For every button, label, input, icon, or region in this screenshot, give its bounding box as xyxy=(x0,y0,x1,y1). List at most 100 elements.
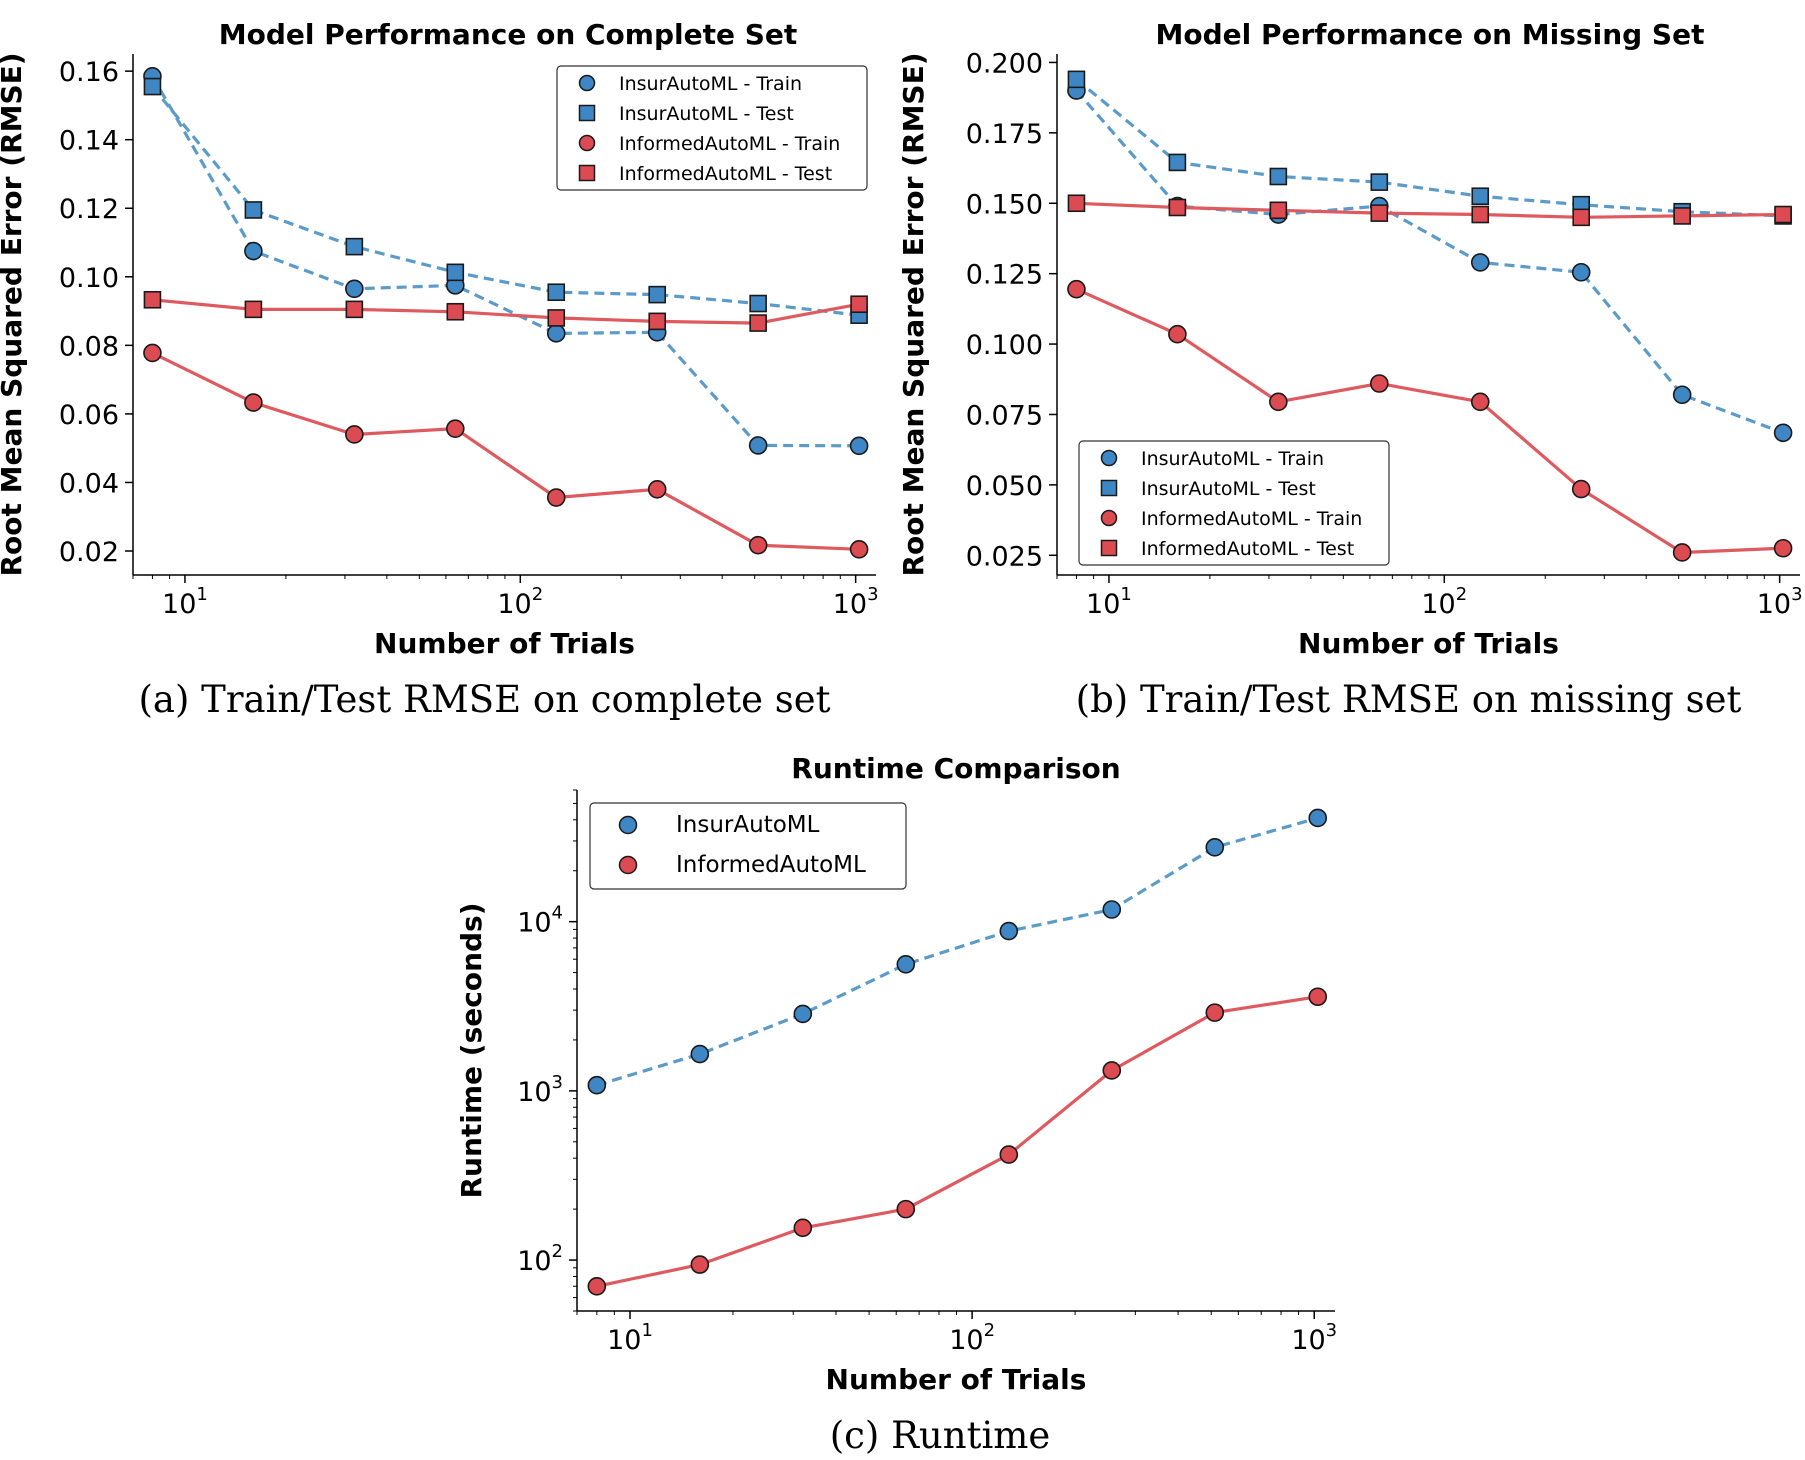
data-point xyxy=(1205,1003,1225,1022)
y-tick-label: 0.12 xyxy=(59,194,119,225)
data-point xyxy=(1672,543,1692,562)
x-tick-label-base: 10 xyxy=(1291,1325,1325,1356)
data-point xyxy=(1067,279,1086,299)
legend-marker xyxy=(618,815,638,835)
series-informedautoml-test xyxy=(143,290,868,332)
data-point xyxy=(1168,324,1187,344)
x-tick-label: 103 xyxy=(1291,1320,1337,1356)
series-line xyxy=(1076,201,1784,219)
x-tick-label-base: 10 xyxy=(162,589,196,620)
data-point xyxy=(748,535,768,555)
y-axis: 0.025 0.050 0.075 0.100 0.125 0.150 0.175 0.200 xyxy=(966,48,1057,572)
data-point xyxy=(1673,207,1691,225)
legend-marker xyxy=(578,104,596,122)
x-tick-label: 101 xyxy=(1086,584,1132,620)
series-line xyxy=(151,351,860,551)
data-point xyxy=(345,237,364,256)
data-point xyxy=(1571,479,1591,499)
y-axis-label: Runtime (seconds) xyxy=(455,902,488,1198)
y-tick-label: 0.125 xyxy=(966,260,1043,291)
x-axis-label: Number of Trials xyxy=(374,627,635,660)
y-tick-label: 0.200 xyxy=(966,48,1043,79)
x-tick-label-exp: 2 xyxy=(984,1320,995,1341)
data-point xyxy=(896,1199,916,1219)
data-point xyxy=(690,1044,710,1064)
data-point xyxy=(587,1276,607,1296)
data-point xyxy=(749,314,767,332)
data-point xyxy=(849,436,869,456)
data-point xyxy=(1572,208,1590,227)
data-point xyxy=(446,302,465,321)
series-insurautoml-test xyxy=(143,77,868,324)
legend-marker xyxy=(578,164,596,182)
data-point xyxy=(1369,374,1389,393)
y-tick-label: 0.150 xyxy=(966,189,1043,220)
series-line xyxy=(152,298,860,325)
data-point xyxy=(547,283,566,302)
y-tick-label-base: 10 xyxy=(517,1246,551,1277)
data-point xyxy=(1571,262,1591,282)
x-tick-label: 101 xyxy=(162,584,208,620)
y-axis-label: Root Mean Squared Error (RMSE) xyxy=(897,52,930,576)
y-tick-label: 0.02 xyxy=(59,537,119,568)
data-point xyxy=(547,309,566,327)
y-tick-label: 0.100 xyxy=(966,330,1043,361)
data-point xyxy=(244,300,263,319)
legend-marker xyxy=(1100,479,1118,497)
legend-entry: InformedAutoML - Train xyxy=(1141,508,1362,530)
legend-box xyxy=(556,65,868,191)
data-point xyxy=(1168,198,1187,217)
y-tick-label: 0.04 xyxy=(59,468,119,499)
data-point xyxy=(546,324,566,343)
data-point xyxy=(1308,987,1328,1007)
series-insurautoml xyxy=(587,808,1328,1095)
x-tick-label: 103 xyxy=(1757,584,1803,620)
legend-marker xyxy=(1100,449,1118,467)
data-point xyxy=(1269,392,1288,412)
legend-box xyxy=(1078,440,1390,566)
data-point xyxy=(1102,900,1122,919)
series-line xyxy=(151,85,860,317)
data-point xyxy=(1773,423,1793,443)
y-tick-label: 0.06 xyxy=(59,400,119,431)
data-point xyxy=(1205,838,1225,857)
x-tick-label-base: 10 xyxy=(497,589,531,620)
x-axis: 101 102 103 xyxy=(1056,575,1803,620)
legend-marker xyxy=(1100,509,1118,527)
data-point xyxy=(647,480,667,499)
series-line xyxy=(596,995,1319,1288)
data-point xyxy=(1308,808,1328,828)
data-point xyxy=(690,1255,710,1274)
series-line xyxy=(1075,287,1784,555)
data-point xyxy=(143,77,162,96)
data-point xyxy=(1471,205,1490,224)
series-informedautoml xyxy=(587,987,1328,1296)
legend-marker xyxy=(578,134,596,152)
x-tick-label: 101 xyxy=(607,1320,653,1356)
legend-entry: InsurAutoML - Train xyxy=(619,73,802,95)
y-tick-label: 0.10 xyxy=(59,263,119,294)
x-tick-label: 103 xyxy=(833,584,879,620)
x-tick-label-exp: 1 xyxy=(641,1320,652,1341)
data-point xyxy=(446,263,465,282)
y-tick-label: 0.175 xyxy=(966,119,1043,150)
legend-entry: InformedAutoML - Test xyxy=(1141,538,1354,560)
legend-marker xyxy=(1100,539,1118,557)
x-tick-label-base: 10 xyxy=(949,1325,983,1356)
data-point xyxy=(1470,392,1490,412)
data-point xyxy=(648,312,666,331)
figure-caption: (a) Train/Test RMSE on complete set xyxy=(138,678,830,721)
data-point xyxy=(244,201,263,219)
series-line xyxy=(151,75,860,448)
data-point xyxy=(546,488,566,507)
data-point xyxy=(896,954,916,974)
data-point xyxy=(244,393,263,412)
data-point xyxy=(1067,70,1086,89)
data-point xyxy=(999,1145,1019,1164)
y-tick-label-exp: 4 xyxy=(552,903,563,924)
y-tick-label-base: 10 xyxy=(517,1077,551,1108)
